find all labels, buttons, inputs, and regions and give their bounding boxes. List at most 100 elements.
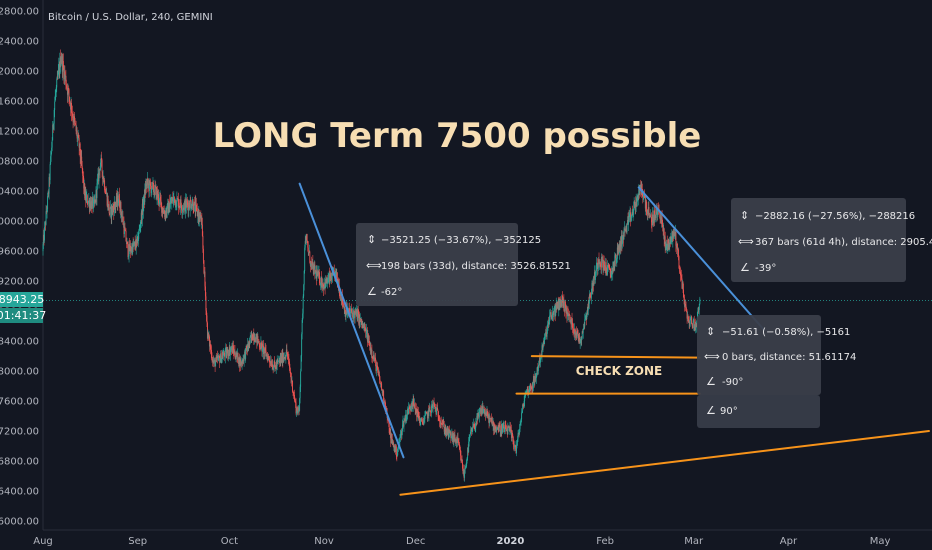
candle-body [252, 333, 254, 341]
candle-body [327, 278, 329, 283]
candle-body [110, 206, 112, 208]
time-tick-label: Sep [128, 536, 147, 547]
trendline-long-term-support[interactable] [399, 430, 930, 496]
candle-body [167, 202, 169, 214]
candle-body [84, 193, 86, 199]
check-zone-label[interactable]: CHECK ZONE [576, 364, 662, 378]
candle-body [81, 165, 83, 169]
candle-body [458, 440, 459, 443]
candle-body [457, 437, 458, 443]
candle-body [651, 217, 652, 223]
candle-body [304, 241, 306, 248]
candle-body [106, 193, 108, 206]
candle-body [654, 214, 656, 221]
candle-body [253, 333, 255, 340]
candle-body [636, 198, 638, 207]
price-axis[interactable]: 6000.00 6400.00 6800.00 7200.00 7600.00 8000.… [0, 7, 39, 528]
candle-body [627, 220, 629, 225]
candle-body [357, 311, 359, 313]
time-axis[interactable]: Aug Sep Oct Nov Dec 2020 Feb Mar Apr May [33, 536, 890, 547]
candle-body [482, 406, 484, 414]
candle-body [435, 406, 437, 409]
candle-body [354, 311, 356, 319]
candle-body [446, 427, 448, 434]
candle-body [42, 244, 44, 252]
candle-body [416, 409, 418, 417]
trendline-downtrend-feb-mar[interactable] [637, 186, 765, 331]
candle-body [82, 175, 84, 178]
candle-body [652, 214, 654, 222]
candle-body [619, 243, 621, 251]
candle-body [249, 340, 251, 343]
candle-body [258, 343, 260, 347]
candle-body [143, 194, 145, 203]
candle-body [216, 356, 218, 358]
candle-body [231, 345, 233, 350]
candle-body [260, 342, 262, 350]
countdown-background [0, 308, 43, 323]
trendline-downtrend-oct-nov[interactable] [298, 182, 405, 459]
candle-body [426, 412, 428, 419]
candle-body [132, 242, 134, 247]
angle-icon: ∠ [706, 375, 716, 388]
candle-body [562, 299, 564, 308]
trendline-check-zone-top[interactable] [530, 355, 701, 359]
candle-body [70, 102, 71, 110]
candle-body [307, 242, 309, 248]
candle-body [607, 264, 609, 266]
candle-body [69, 96, 70, 102]
candle-body [558, 301, 560, 311]
measure-tooltip[interactable]: ⇕ −2882.16 (−27.56%), −288216 ⟺ 367 bars… [731, 198, 932, 282]
candle-body [202, 248, 204, 261]
candle-body [186, 201, 188, 208]
candle-body [498, 430, 500, 432]
candle-body [378, 370, 379, 376]
candle-body [393, 444, 395, 447]
candle-body [45, 211, 47, 225]
candle-body [563, 310, 565, 312]
candle-body [162, 212, 164, 214]
candle-body [580, 339, 582, 341]
candle-body [233, 350, 235, 355]
candle-body [113, 208, 115, 214]
candle-body [251, 333, 253, 339]
candle-body [402, 424, 403, 432]
headline-annotation[interactable]: LONG Term 7500 possible [213, 116, 702, 156]
candle-body [206, 315, 208, 323]
candle-body [195, 203, 197, 206]
candle-body [283, 358, 285, 359]
candle-body [86, 195, 88, 197]
candle-body [497, 427, 499, 429]
candle-body [236, 352, 237, 358]
candle-body [187, 202, 189, 205]
candle-body [404, 418, 406, 422]
candle-body [512, 437, 514, 441]
candle-body [212, 360, 214, 362]
angle-icon: ∠ [706, 404, 716, 417]
candle-body [552, 311, 554, 313]
measure-tooltip[interactable]: ⇕ −3521.25 (−33.67%), −352125 ⟺ 198 bars… [356, 223, 571, 306]
candle-body [164, 212, 166, 218]
candle-body [240, 358, 242, 366]
candle-body [238, 357, 240, 364]
candle-body [485, 412, 486, 416]
candle-body [609, 268, 611, 270]
candle-body [688, 319, 690, 324]
candle-body [428, 408, 430, 416]
candle-body [483, 409, 485, 410]
candle-body [528, 389, 530, 394]
measure-tooltip[interactable]: ⇕ −51.61 (−0.58%), −5161 ⟺ 0 bars, dista… [697, 315, 856, 428]
candle-body [193, 201, 195, 212]
candle-body [616, 247, 618, 259]
candle-body [459, 449, 461, 451]
candle-body [104, 180, 106, 191]
candle-body [164, 213, 166, 218]
candle-body [269, 359, 271, 362]
candle-body [534, 376, 536, 384]
trendlines[interactable] [298, 182, 930, 496]
candle-body [450, 432, 452, 439]
tooltip-background [697, 315, 821, 395]
candle-body [635, 203, 637, 208]
candle-body [667, 239, 669, 245]
